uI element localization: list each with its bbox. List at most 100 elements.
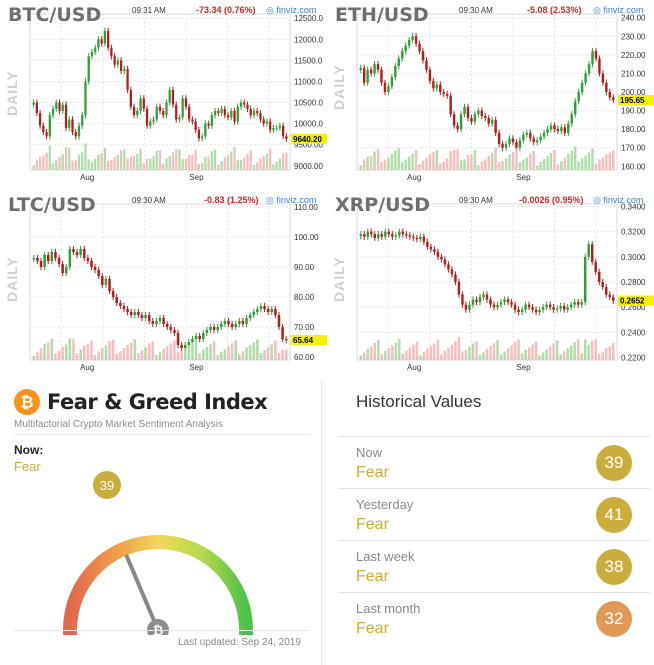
- btc-chart-panel: 12500.0 12000.0 11500.0 11000.0 10500.0 10000…: [0, 0, 327, 185]
- candle-body: [275, 127, 278, 129]
- candle-body: [243, 102, 246, 105]
- candle-body: [51, 108, 55, 116]
- candle-body: [97, 39, 100, 48]
- y-tick-label: 240.00: [621, 14, 646, 23]
- volume-bar: [433, 343, 436, 360]
- candle-body: [426, 241, 429, 247]
- volume-bar: [64, 147, 68, 170]
- candle-body: [401, 51, 404, 59]
- candle-body: [494, 119, 497, 133]
- candle-body: [46, 255, 50, 261]
- volume-bar: [45, 152, 48, 170]
- ltc-brand[interactable]: ◎ finviz.com: [266, 195, 316, 206]
- ltc-chart: 110.00 100.00 90.00 80.00 70.00 60.00 Aug Sep 65…: [29, 203, 327, 372]
- volume-bar: [418, 164, 421, 170]
- volume-bar: [94, 158, 97, 170]
- volume-bar: [191, 342, 194, 360]
- volume-bar: [373, 343, 377, 360]
- volume-bar: [447, 347, 450, 360]
- volume-bar: [145, 158, 149, 170]
- volume-bar: [54, 353, 57, 360]
- volume-bar: [366, 348, 369, 360]
- candle-body: [590, 244, 594, 262]
- candle-body: [158, 318, 162, 321]
- volume-bar: [43, 343, 46, 360]
- volume-bar: [461, 351, 464, 360]
- candle-body: [107, 30, 110, 48]
- volume-bar: [567, 153, 570, 170]
- volume-bar: [220, 352, 223, 360]
- volume-bar: [363, 352, 366, 360]
- candle-body: [252, 110, 256, 116]
- btc-daily-label: DAILY: [4, 70, 20, 116]
- btc-brand[interactable]: ◎ finviz.com: [266, 5, 316, 16]
- candle-body: [270, 309, 274, 312]
- volume-bar: [535, 165, 539, 170]
- xrp-brand[interactable]: ◎ finviz.com: [593, 195, 643, 206]
- candle-body: [562, 305, 566, 310]
- volume-bar: [178, 149, 181, 170]
- candle-body: [94, 47, 97, 52]
- candle-body: [587, 64, 591, 74]
- x-tick-label: Sep: [516, 173, 531, 182]
- candle-body: [265, 121, 269, 124]
- candle-body: [449, 95, 452, 115]
- volume-bar: [401, 162, 404, 170]
- volume-bar: [243, 157, 246, 170]
- fear-greed-gauge: ₿ 39: [63, 471, 253, 635]
- volume-bar: [72, 339, 75, 360]
- xrp-time: 09:30 AM: [459, 196, 493, 205]
- candle-body: [220, 324, 223, 327]
- volume-bar: [511, 152, 515, 170]
- candle-body: [176, 333, 180, 345]
- volume-bar: [129, 342, 133, 360]
- volume-bar: [546, 156, 549, 170]
- candle-body: [108, 279, 111, 291]
- last-price-box: [291, 133, 327, 144]
- candle-body: [45, 132, 48, 137]
- volume-bar: [598, 159, 601, 170]
- candle-body: [233, 110, 236, 122]
- volume-bar: [108, 340, 111, 360]
- candle-body: [178, 117, 181, 120]
- eth-brand[interactable]: ◎ finviz.com: [593, 5, 643, 16]
- volume-bar: [277, 352, 281, 360]
- volume-bar: [422, 351, 426, 360]
- volume-bar: [574, 146, 577, 170]
- ltc-daily-label: DAILY: [4, 256, 20, 302]
- candle-body: [591, 51, 594, 65]
- candle-body: [241, 321, 245, 324]
- candle-body: [223, 108, 226, 116]
- volume-bar: [419, 355, 422, 360]
- volume-bar: [426, 348, 429, 360]
- candle-body: [111, 291, 115, 297]
- eth-brand-text: finviz.com: [603, 5, 644, 15]
- history-sentiment: Fear: [356, 568, 389, 585]
- candle-body: [36, 258, 39, 261]
- volume-bar: [446, 158, 449, 170]
- now-sentiment: Fear: [14, 459, 41, 474]
- volume-bar: [366, 156, 369, 170]
- candle-body: [272, 127, 275, 130]
- candle-body: [501, 144, 504, 148]
- candle-body: [205, 330, 209, 333]
- candle-body: [57, 258, 61, 264]
- candle-body: [442, 92, 445, 94]
- volume-bar: [239, 159, 243, 170]
- xrp-chart-panel: 0.3400 0.3200 0.3000 0.2800 0.2600 0.2400 0.22…: [327, 190, 654, 375]
- volume-bar: [552, 343, 555, 360]
- volume-bar: [55, 160, 58, 170]
- volume-bar: [48, 145, 51, 170]
- volume-bar: [532, 151, 535, 170]
- candle-body: [487, 118, 490, 124]
- candle-body: [64, 267, 68, 273]
- volume-bar: [284, 349, 288, 360]
- candle-body: [433, 249, 436, 252]
- volume-bar: [370, 346, 373, 360]
- candle-body: [522, 134, 525, 141]
- candle-body: [489, 299, 492, 305]
- ltc-chart-panel: 110.00 100.00 90.00 80.00 70.00 60.00 Aug Sep 65…: [0, 190, 327, 375]
- volume-bar: [553, 150, 556, 170]
- candle-body: [132, 106, 136, 116]
- candle-body: [256, 309, 259, 312]
